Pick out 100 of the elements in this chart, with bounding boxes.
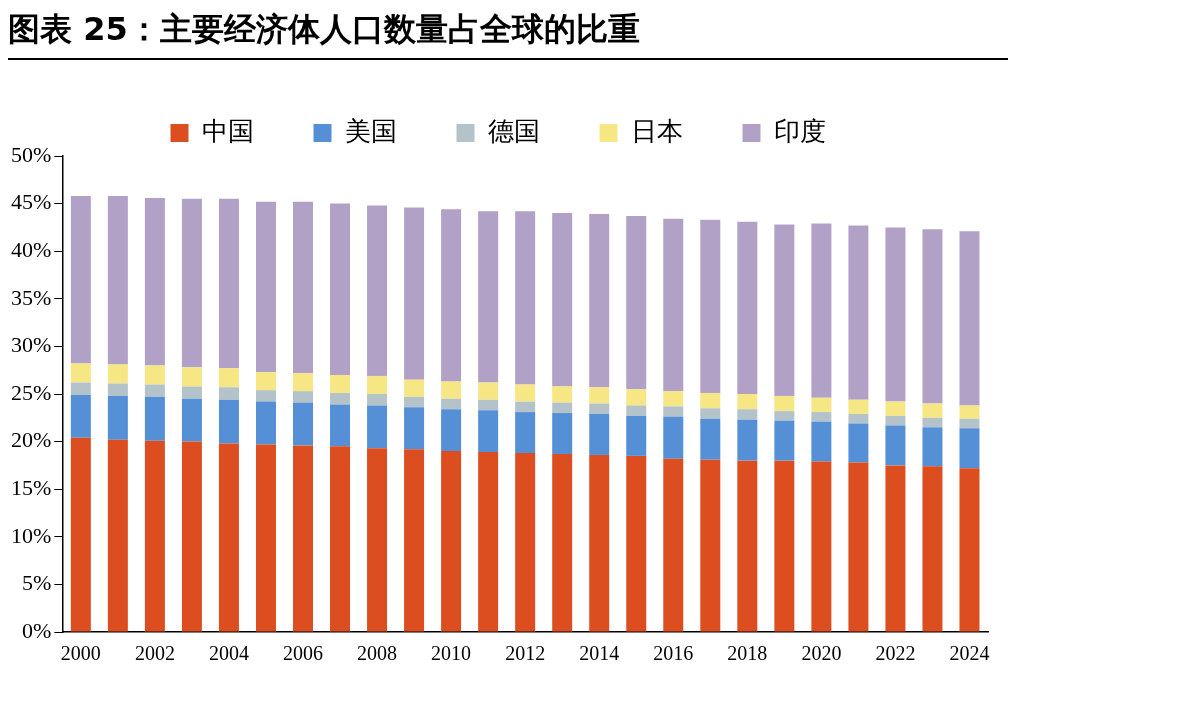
bar: [737, 409, 758, 420]
bar: [478, 410, 499, 453]
bar: [515, 412, 536, 454]
bar: [255, 372, 276, 391]
bar: [774, 224, 795, 396]
x-tick-label: 2014: [579, 642, 620, 665]
y-tick-label: 0%: [22, 617, 52, 643]
y-tick-label: 25%: [11, 379, 52, 405]
bar: [700, 219, 721, 394]
bar: [922, 417, 943, 428]
bar: [626, 415, 647, 456]
bar: [181, 398, 202, 442]
bar: [404, 396, 425, 408]
y-tick-label: 10%: [11, 522, 52, 548]
bar: [404, 449, 425, 632]
bar: [774, 460, 795, 632]
bar: [293, 201, 313, 374]
bar: [404, 379, 425, 397]
bar: [293, 373, 313, 392]
bar: [70, 382, 91, 395]
bar: [552, 213, 573, 387]
bar: [959, 418, 980, 429]
bar: [737, 394, 758, 410]
bar: [700, 393, 721, 409]
bar: [663, 218, 684, 392]
x-tick-label: 2002: [134, 642, 175, 665]
bar: [330, 374, 351, 394]
bar: [330, 203, 351, 375]
bar: [589, 403, 610, 414]
bar: [959, 428, 980, 469]
bar: [107, 364, 128, 384]
bar: [367, 405, 388, 449]
bar: [885, 415, 906, 426]
bar: [700, 418, 721, 460]
bar: [107, 439, 128, 632]
bar: [218, 368, 239, 388]
bar: [811, 461, 832, 632]
bar: [441, 381, 462, 399]
bar: [404, 207, 425, 380]
x-tick-label: 2016: [653, 642, 694, 665]
x-tick-label: 2008: [357, 642, 398, 665]
y-tick-label: 5%: [22, 570, 52, 596]
bar: [367, 375, 388, 394]
legend-label: 日本: [630, 116, 683, 146]
bar: [774, 420, 795, 461]
bar: [774, 395, 795, 412]
bar: [848, 225, 869, 400]
bar: [441, 409, 462, 452]
bar: [737, 419, 758, 461]
bar: [144, 384, 165, 397]
bar: [552, 413, 573, 454]
x-tick-label: 2000: [60, 642, 101, 665]
bar: [478, 211, 499, 383]
bar: [515, 384, 536, 402]
bar: [811, 223, 832, 398]
bar: [922, 229, 943, 404]
legend-label: 美国: [344, 116, 397, 146]
x-tick-label: 2010: [431, 642, 472, 665]
bar: [70, 195, 91, 364]
bar: [663, 458, 684, 632]
bar: [218, 198, 239, 369]
bar: [922, 466, 943, 632]
bar: [811, 412, 832, 422]
bar: [922, 403, 943, 418]
bar: [848, 462, 869, 632]
bar: [293, 445, 313, 632]
bar: [626, 389, 647, 406]
bar: [552, 402, 573, 414]
bar: [663, 391, 684, 407]
bar: [441, 451, 462, 632]
legend-label: 印度: [773, 116, 826, 146]
bar: [404, 407, 425, 450]
bar: [589, 454, 610, 632]
bar: [70, 363, 91, 383]
bar: [255, 201, 276, 373]
bar: [848, 413, 869, 424]
bar: [218, 443, 239, 632]
y-tick-label: 40%: [11, 236, 52, 262]
bar: [885, 227, 906, 402]
bar: [848, 399, 869, 414]
bar: [367, 205, 388, 376]
bar: [774, 411, 795, 421]
bar: [663, 406, 684, 417]
bar: [959, 405, 980, 419]
bar: [515, 453, 536, 632]
chart-title: 图表 25：主要经济体人口数量占全球的比重: [8, 8, 1008, 60]
bar: [700, 459, 721, 632]
bar: [959, 231, 980, 406]
bar: [181, 367, 202, 387]
bar: [737, 460, 758, 632]
bar: [478, 399, 499, 411]
bar: [478, 452, 499, 632]
legend-label: 德国: [487, 116, 540, 146]
y-tick-label: 15%: [11, 474, 52, 500]
bar: [255, 401, 276, 445]
bar: [515, 211, 536, 385]
bar: [626, 215, 647, 390]
bar: [515, 401, 536, 413]
x-tick-label: 2004: [208, 642, 249, 665]
bar: [626, 405, 647, 416]
